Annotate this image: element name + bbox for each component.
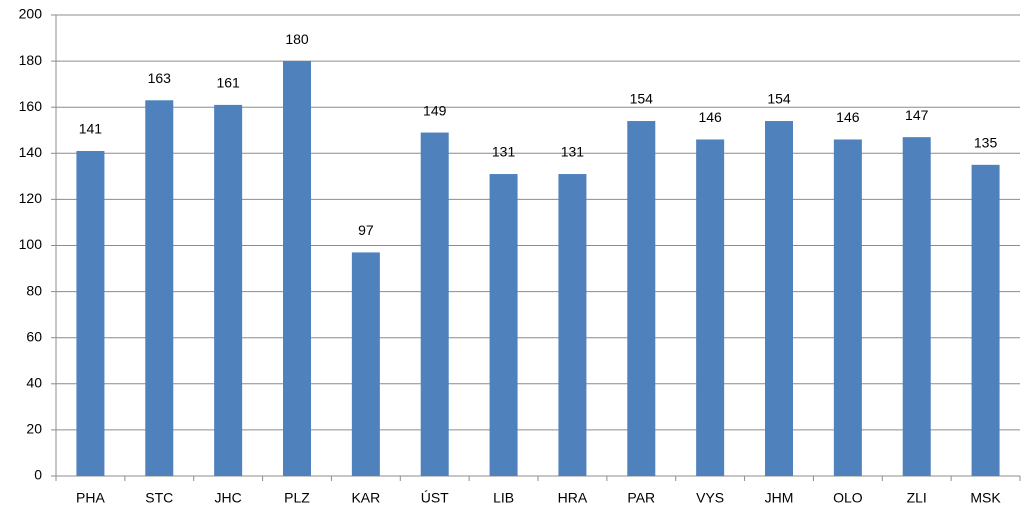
bar [558, 174, 587, 477]
bar [627, 121, 656, 476]
bar [420, 132, 449, 476]
data-label: 149 [423, 102, 447, 118]
data-label: 146 [836, 109, 860, 125]
data-label: 154 [630, 91, 654, 107]
y-tick-label: 0 [34, 467, 42, 483]
x-tick-label: PLZ [284, 490, 310, 506]
data-label: 180 [285, 31, 309, 47]
x-tick-label: ZLI [907, 490, 927, 506]
y-tick-label: 120 [19, 190, 43, 206]
y-tick-label: 40 [26, 375, 42, 391]
bar [902, 137, 931, 477]
x-tick-label: MSK [970, 490, 1001, 506]
data-label: 131 [561, 144, 585, 160]
y-tick-label: 60 [26, 328, 42, 344]
y-tick-label: 20 [26, 421, 42, 437]
x-tick-label: JHM [765, 490, 794, 506]
y-tick-label: 160 [19, 98, 43, 114]
x-tick-label: ÚST [421, 490, 449, 506]
bar [971, 164, 1000, 476]
data-label: 141 [79, 121, 103, 137]
y-tick-label: 100 [19, 236, 43, 252]
data-label: 147 [905, 107, 929, 123]
x-tick-label: HRA [558, 490, 588, 506]
y-tick-label: 180 [19, 52, 43, 68]
x-tick-label: VYS [696, 490, 724, 506]
bar [214, 104, 243, 477]
bar [489, 174, 518, 477]
x-tick-label: KAR [351, 490, 380, 506]
x-tick-label: PAR [627, 490, 655, 506]
bar [145, 100, 174, 476]
y-tick-label: 200 [19, 6, 43, 22]
bar [833, 139, 862, 476]
data-label: 154 [767, 91, 791, 107]
bar [696, 139, 725, 476]
y-tick-label: 140 [19, 144, 43, 160]
x-tick-label: LIB [493, 490, 514, 506]
data-label: 146 [698, 109, 722, 125]
data-label: 97 [358, 222, 374, 238]
x-tick-label: PHA [76, 490, 105, 506]
x-tick-label: OLO [833, 490, 863, 506]
data-label: 163 [148, 70, 172, 86]
data-label: 131 [492, 144, 516, 160]
y-tick-label: 80 [26, 282, 42, 298]
bar [765, 121, 793, 476]
data-label: 161 [216, 75, 240, 91]
bar [351, 252, 380, 476]
x-tick-label: STC [145, 490, 173, 506]
bar [283, 61, 311, 476]
data-label: 135 [974, 135, 998, 151]
bar [76, 150, 105, 476]
x-tick-label: JHC [215, 490, 242, 506]
